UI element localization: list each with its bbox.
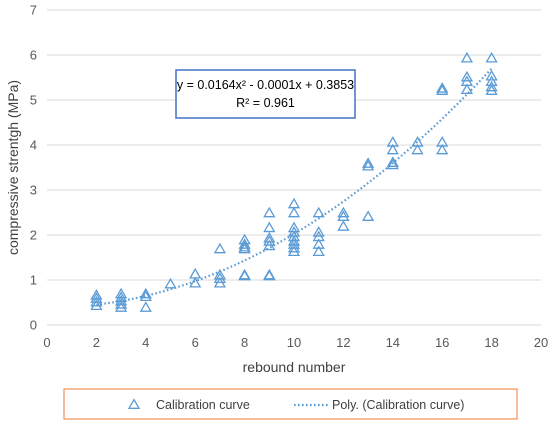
- y-tick-label: 0: [30, 318, 37, 333]
- y-tick-label: 1: [30, 273, 37, 288]
- data-point: [485, 75, 498, 86]
- data-point: [386, 143, 399, 155]
- x-tick-label: 20: [534, 335, 548, 350]
- data-point: [263, 206, 276, 218]
- r-squared-text: R² = 0.961: [236, 96, 295, 110]
- data-points: [90, 51, 498, 312]
- equation-text: y = 0.0164x² - 0.0001x + 0.3853: [177, 78, 354, 92]
- data-point: [411, 143, 424, 155]
- x-tick-label: 10: [287, 335, 301, 350]
- data-point: [312, 238, 325, 249]
- data-point: [312, 245, 325, 257]
- data-point: [485, 69, 498, 81]
- data-point: [213, 268, 227, 280]
- data-point: [263, 268, 276, 280]
- y-tick-label: 4: [30, 138, 37, 153]
- data-point: [361, 210, 375, 221]
- data-point: [485, 51, 498, 63]
- data-point: [213, 242, 227, 254]
- data-point: [287, 245, 301, 257]
- y-tick-label: 6: [30, 48, 37, 63]
- x-tick-label: 12: [336, 335, 350, 350]
- y-tick-label: 3: [30, 183, 37, 198]
- data-point: [287, 206, 301, 218]
- data-point: [90, 292, 103, 303]
- data-point: [287, 238, 301, 249]
- data-point: [361, 157, 375, 168]
- data-point: [485, 80, 498, 92]
- data-point: [189, 276, 202, 288]
- y-tick-label: 2: [30, 228, 37, 243]
- data-point: [460, 51, 474, 63]
- data-point: [139, 301, 152, 312]
- legend-border: [63, 388, 518, 420]
- data-point: [436, 136, 449, 147]
- data-point: [90, 299, 103, 311]
- x-tick-label: 18: [484, 335, 498, 350]
- data-point: [114, 287, 128, 299]
- data-point: [287, 241, 301, 253]
- data-point: [164, 277, 177, 289]
- equation-box-border: [175, 69, 356, 119]
- data-point: [460, 70, 474, 82]
- x-tick-label: 6: [192, 335, 199, 350]
- data-point: [386, 136, 399, 147]
- data-point: [386, 156, 399, 167]
- legend: Calibration curve Poly. (Calibration cur…: [63, 388, 518, 420]
- data-point: [238, 233, 251, 245]
- x-tick-label: 2: [93, 335, 100, 350]
- data-point: [361, 159, 375, 171]
- data-point: [139, 287, 152, 299]
- data-point: [189, 267, 202, 279]
- data-point: [386, 158, 399, 170]
- data-point: [213, 272, 227, 284]
- y-tick-labels: 0 1 2 3 4 5 6 7: [30, 3, 37, 333]
- trendline: [96, 67, 493, 306]
- x-axis-title: rebound number: [243, 359, 346, 375]
- x-tick-labels: 0 2 4 6 8 10 12 14 16 18 20: [43, 335, 548, 350]
- data-point: [485, 84, 498, 95]
- data-point: [436, 84, 449, 95]
- x-tick-label: 16: [435, 335, 449, 350]
- data-point: [139, 290, 152, 302]
- data-point: [411, 136, 424, 147]
- y-axis-title: compressive strentgh (MPa): [5, 80, 21, 255]
- data-point: [312, 206, 325, 218]
- data-point: [90, 295, 103, 307]
- data-point: [436, 143, 449, 155]
- data-point: [263, 221, 276, 233]
- x-tick-label: 14: [386, 335, 400, 350]
- data-point: [263, 231, 276, 243]
- y-tick-label: 5: [30, 93, 37, 108]
- data-point: [436, 82, 449, 93]
- data-point: [114, 301, 128, 312]
- data-point: [90, 289, 103, 300]
- data-point: [337, 220, 350, 231]
- data-point: [238, 268, 251, 280]
- data-point: [287, 221, 301, 233]
- legend-label-poly: Poly. (Calibration curve): [332, 398, 464, 412]
- y-tick-label: 7: [30, 3, 37, 18]
- data-point: [114, 298, 128, 309]
- data-point: [263, 235, 276, 246]
- legend-label-calibration: Calibration curve: [156, 398, 250, 412]
- x-tick-label: 8: [241, 335, 248, 350]
- legend-triangle-marker-icon: [127, 398, 141, 409]
- equation-box: y = 0.0164x² - 0.0001x + 0.3853 R² = 0.9…: [175, 69, 356, 119]
- x-tick-label: 4: [142, 335, 149, 350]
- data-point: [287, 197, 301, 209]
- data-point: [114, 294, 128, 306]
- data-point: [460, 83, 474, 95]
- data-point: [312, 226, 325, 237]
- data-point: [337, 206, 350, 218]
- x-tick-label: 0: [43, 335, 50, 350]
- data-point: [337, 210, 350, 221]
- data-point: [238, 240, 251, 252]
- data-point: [114, 291, 128, 302]
